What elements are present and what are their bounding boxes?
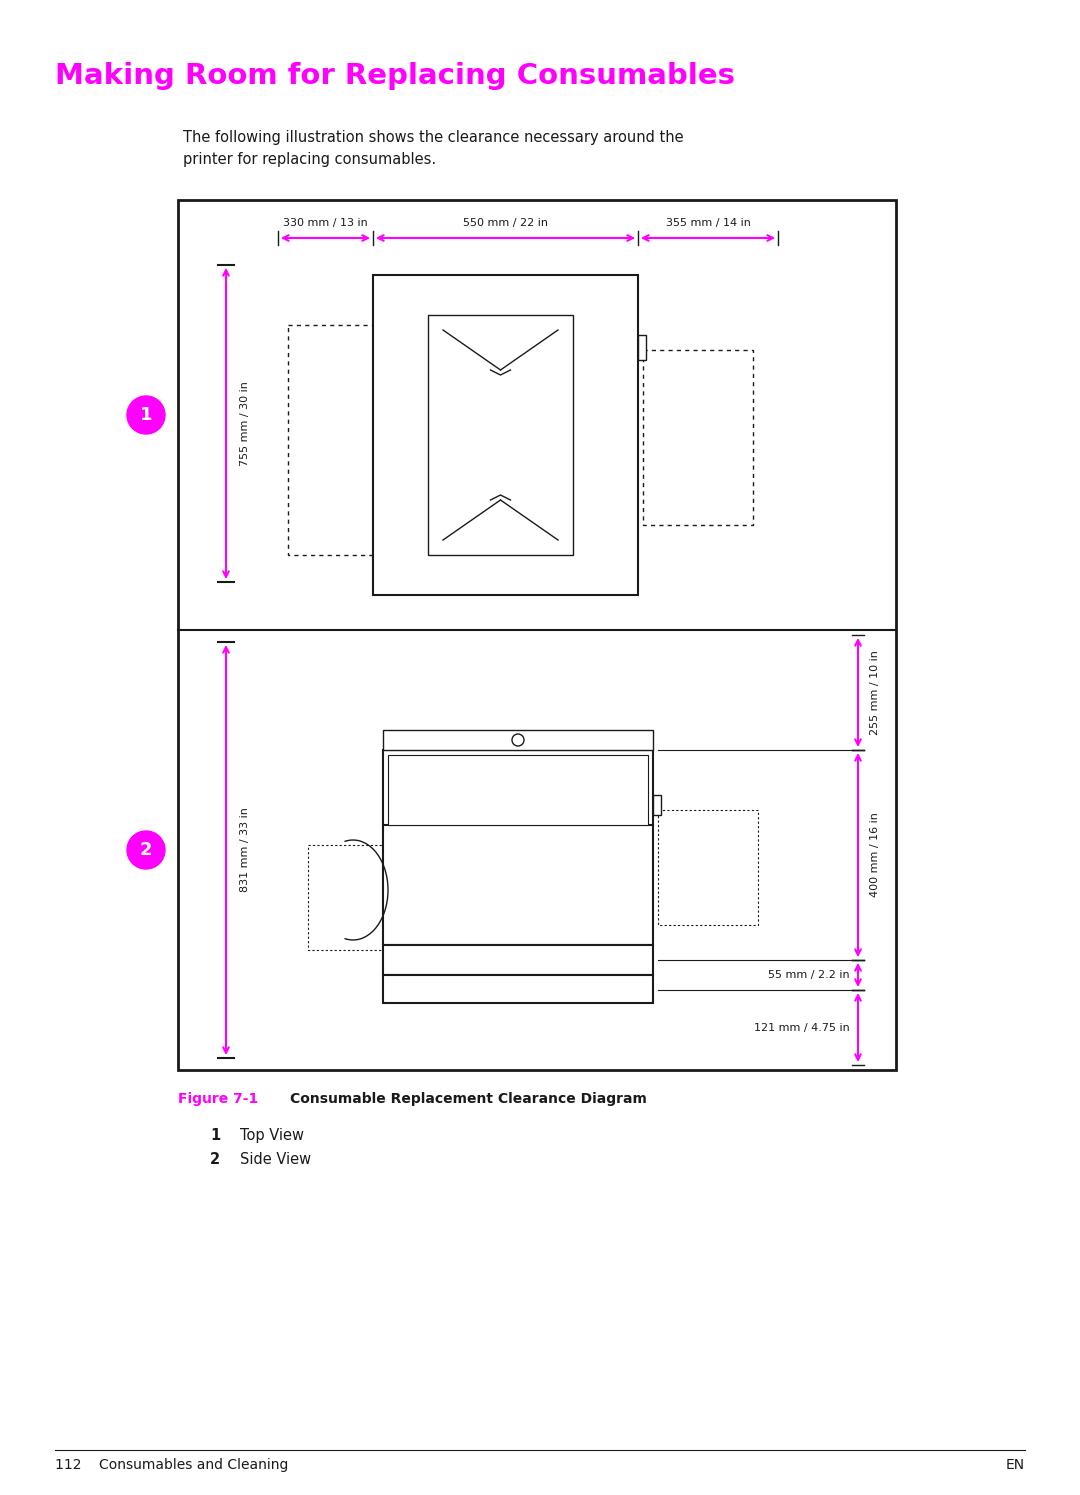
Text: 55 mm / 2.2 in: 55 mm / 2.2 in bbox=[768, 970, 850, 981]
Bar bbox=[428, 315, 573, 555]
Text: 400 mm / 16 in: 400 mm / 16 in bbox=[870, 813, 880, 897]
Text: Figure 7-1: Figure 7-1 bbox=[178, 1091, 258, 1106]
Bar bbox=[308, 845, 383, 949]
Text: 121 mm / 4.75 in: 121 mm / 4.75 in bbox=[754, 1023, 850, 1033]
Text: 355 mm / 14 in: 355 mm / 14 in bbox=[665, 218, 751, 229]
Bar bbox=[643, 350, 753, 525]
Bar bbox=[288, 324, 378, 555]
Circle shape bbox=[127, 396, 165, 434]
Bar bbox=[653, 795, 661, 815]
Bar bbox=[638, 335, 646, 360]
Bar bbox=[658, 810, 758, 925]
Text: 112    Consumables and Cleaning: 112 Consumables and Cleaning bbox=[55, 1458, 288, 1473]
Circle shape bbox=[127, 831, 165, 869]
Circle shape bbox=[512, 734, 524, 746]
Bar bbox=[383, 750, 653, 945]
Text: 330 mm / 13 in: 330 mm / 13 in bbox=[283, 218, 368, 229]
Text: Consumable Replacement Clearance Diagram: Consumable Replacement Clearance Diagram bbox=[291, 1091, 647, 1106]
Bar bbox=[383, 975, 653, 1003]
Text: 2: 2 bbox=[139, 842, 152, 860]
Text: EN: EN bbox=[1005, 1458, 1025, 1473]
Text: Side View: Side View bbox=[240, 1153, 311, 1168]
Text: Top View: Top View bbox=[240, 1129, 303, 1144]
Bar bbox=[383, 730, 653, 750]
Bar bbox=[383, 945, 653, 975]
Text: 1: 1 bbox=[210, 1129, 220, 1144]
Text: 831 mm / 33 in: 831 mm / 33 in bbox=[240, 807, 249, 893]
Text: Making Room for Replacing Consumables: Making Room for Replacing Consumables bbox=[55, 61, 735, 90]
Bar bbox=[373, 275, 638, 595]
Text: The following illustration shows the clearance necessary around the: The following illustration shows the cle… bbox=[183, 130, 684, 145]
Text: printer for replacing consumables.: printer for replacing consumables. bbox=[183, 152, 436, 167]
Text: 2: 2 bbox=[210, 1153, 220, 1168]
Bar bbox=[178, 200, 896, 1070]
Text: 550 mm / 22 in: 550 mm / 22 in bbox=[463, 218, 548, 229]
Text: 1: 1 bbox=[139, 407, 152, 425]
Text: 255 mm / 10 in: 255 mm / 10 in bbox=[870, 650, 880, 736]
Text: 755 mm / 30 in: 755 mm / 30 in bbox=[240, 381, 249, 466]
Bar bbox=[388, 755, 648, 825]
